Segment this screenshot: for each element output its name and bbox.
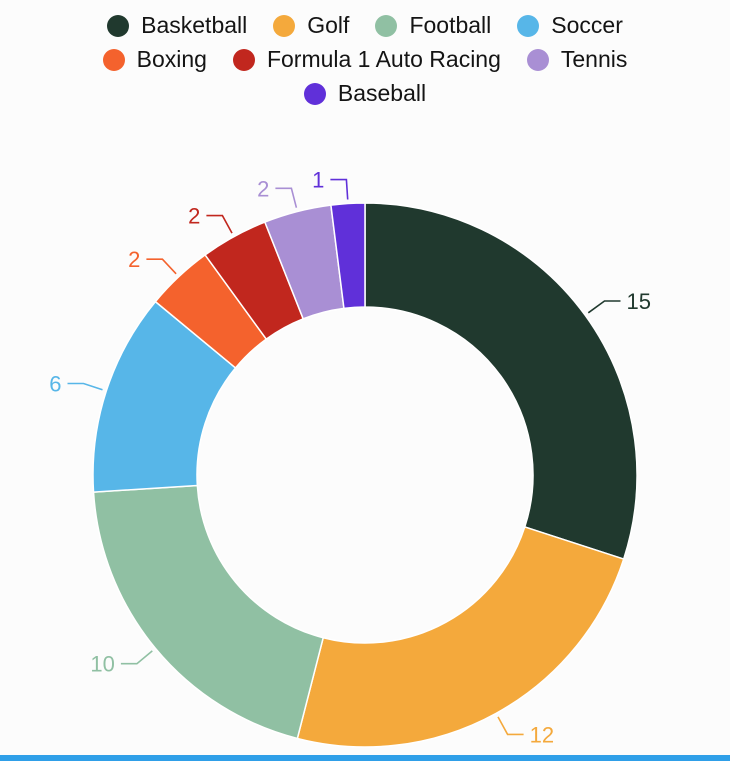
leader-line-soccer — [67, 382, 103, 391]
value-label-baseball: 1 — [312, 168, 324, 193]
legend-swatch-football — [375, 14, 398, 37]
value-label-basketball: 15 — [627, 289, 651, 314]
value-label-golf: 12 — [530, 722, 554, 747]
legend-item-boxing[interactable]: Boxing — [102, 46, 207, 73]
leader-line-football — [120, 650, 153, 665]
legend-label-soccer: Soccer — [551, 12, 623, 38]
legend-label-formula-1-auto-racing: Formula 1 Auto Racing — [266, 46, 501, 72]
legend-swatch-soccer — [517, 14, 540, 37]
value-label-boxing: 2 — [128, 247, 140, 272]
legend-label-basketball: Basketball — [141, 12, 248, 38]
leader-line-tennis — [275, 187, 298, 208]
legend-swatch-tennis — [526, 48, 549, 71]
donut-chart-area: 15 12 10 6 2 2 2 1 — [0, 130, 730, 752]
value-label-football: 10 — [90, 652, 114, 677]
donut-chart: 15 12 10 6 2 2 2 1 — [49, 168, 651, 748]
legend-swatch-boxing — [102, 48, 125, 71]
legend-label-football: Football — [409, 12, 492, 38]
legend-swatch-formula-1-auto-racing — [232, 48, 255, 71]
slice-golf[interactable] — [296, 525, 625, 748]
legend-item-tennis[interactable]: Tennis — [526, 46, 628, 73]
legend-label-baseball: Baseball — [337, 80, 427, 106]
bottom-accent-bar — [0, 755, 730, 761]
legend-swatch-golf — [273, 14, 296, 37]
leader-line-baseball — [330, 178, 349, 200]
slice-basketball[interactable] — [364, 202, 638, 560]
slice-baseball[interactable] — [330, 202, 366, 310]
legend-swatch-baseball — [303, 82, 326, 105]
legend-item-formula-1-auto-racing[interactable]: Formula 1 Auto Racing — [232, 46, 501, 73]
legend-item-golf[interactable]: Golf — [273, 12, 349, 39]
chart-legend: Basketball Golf Football Soccer Boxing Formul… — [55, 0, 675, 107]
legend-item-baseball[interactable]: Baseball — [303, 80, 427, 107]
legend-swatch-basketball — [107, 14, 130, 37]
value-label-tennis: 2 — [257, 176, 269, 201]
legend-item-basketball[interactable]: Basketball — [107, 12, 247, 39]
value-label-soccer: 6 — [49, 372, 61, 397]
legend-label-golf: Golf — [307, 12, 350, 38]
leader-line-formula-1-auto-racing — [206, 214, 233, 234]
value-label-formula-1-auto-racing: 2 — [188, 204, 200, 229]
legend-label-boxing: Boxing — [136, 46, 207, 72]
leader-line-basketball — [587, 300, 621, 314]
leader-line-boxing — [146, 258, 177, 275]
legend-item-football[interactable]: Football — [375, 12, 491, 39]
slice-football[interactable] — [92, 484, 325, 740]
legend-label-tennis: Tennis — [560, 46, 628, 72]
legend-item-soccer[interactable]: Soccer — [517, 12, 623, 39]
leader-line-golf — [497, 716, 524, 736]
